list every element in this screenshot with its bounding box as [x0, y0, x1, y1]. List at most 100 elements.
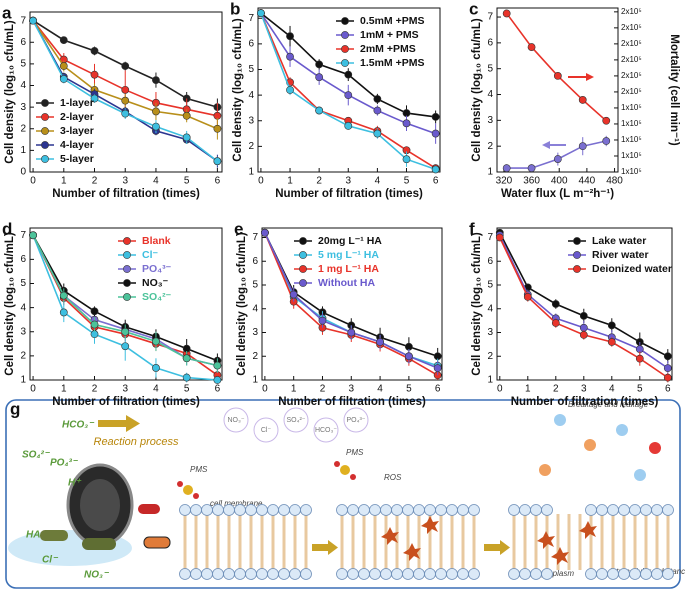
damage-star — [403, 543, 421, 561]
data-point — [315, 106, 324, 115]
y-tick-label: 1 — [248, 167, 254, 178]
ion-label: SO₄²⁻ — [22, 450, 51, 461]
ion-label: NO₃⁻ — [227, 417, 244, 424]
x-tick-label: 6 — [433, 176, 439, 187]
data-point — [29, 16, 37, 25]
ion-bubble — [283, 407, 309, 433]
bacterium — [138, 504, 160, 514]
y-tick-label: 3 — [20, 326, 26, 337]
leaked-substance — [539, 464, 551, 476]
y-tick-label: 4 — [248, 90, 254, 101]
lipid-head — [358, 568, 370, 580]
lipid-head — [618, 568, 630, 580]
legend-marker — [299, 237, 307, 245]
lipid-head — [446, 568, 458, 580]
plot-frame — [29, 11, 223, 173]
y2-axis-title: Mortality (cell min⁻¹) — [668, 34, 680, 146]
lipid-head — [541, 504, 553, 516]
x-tick-label: 3 — [122, 384, 128, 395]
membrane-label: cell membrane — [210, 499, 263, 508]
data-point — [121, 109, 130, 118]
y-tick-label: 1 — [252, 375, 258, 386]
lipid-head — [336, 568, 348, 580]
y-tick-label: 1 — [20, 375, 26, 386]
y-axis-title: Cell density (log₁₀ cfu/mL) — [471, 18, 483, 162]
data-point — [257, 9, 265, 18]
legend-label: Lake water — [592, 235, 646, 247]
lipid-head — [267, 504, 279, 516]
data-point — [59, 75, 68, 83]
bacterium — [82, 538, 116, 550]
x-tick-label: 2 — [320, 384, 326, 395]
lipid-head — [629, 504, 641, 516]
pms-label: PMS — [346, 448, 364, 457]
y-tick-label: 2 — [248, 141, 254, 152]
legend-label: 0.5mM +PMS — [360, 15, 424, 27]
y-tick-label: 2 — [487, 351, 493, 362]
y-tick-label: 3 — [248, 115, 254, 126]
lipid-head — [347, 504, 359, 516]
data-point — [607, 321, 616, 330]
data-point — [90, 70, 99, 79]
lipid-head — [519, 504, 531, 516]
damage-star — [381, 527, 399, 545]
lipid-head — [289, 504, 301, 516]
ros-label: ROS — [384, 473, 402, 482]
data-point — [663, 352, 672, 361]
x-tick-label: 5 — [184, 176, 190, 187]
lipid-head — [190, 504, 202, 516]
legend-label: 5 mg L⁻¹ HA — [318, 249, 379, 261]
y-tick-label: 1 — [487, 167, 493, 178]
data-point — [602, 137, 611, 145]
x-axis-title: Number of filtration (times) — [52, 188, 200, 200]
legend-label: Deionized water — [592, 263, 672, 275]
lipid-head — [256, 504, 268, 516]
legend-marker — [341, 59, 349, 67]
y-tick-label: 1 — [487, 375, 493, 386]
arrow-head — [500, 540, 510, 555]
x-tick-label: 5 — [184, 384, 190, 395]
x-tick-label: 0 — [497, 384, 503, 395]
damage-star — [537, 531, 555, 549]
ion-label: HCO₃⁻ — [62, 420, 95, 431]
data-point — [213, 361, 222, 370]
ion-label: PO₄³⁻ — [50, 458, 79, 469]
legend-marker — [341, 45, 349, 53]
leaked-substance — [584, 439, 596, 451]
data-point — [344, 91, 353, 100]
data-point — [402, 119, 411, 128]
ion-label: HA — [26, 530, 40, 541]
lipid-head — [457, 504, 469, 516]
legend-label: 1mM + PMS — [360, 29, 419, 41]
lipid-head — [413, 568, 425, 580]
y2-tick-label: 1x10⁵ — [621, 167, 642, 176]
y-tick-label: 5 — [20, 59, 26, 70]
data-point — [152, 107, 160, 116]
lipid-head — [212, 504, 224, 516]
data-point — [502, 164, 511, 173]
lipid-head — [640, 504, 652, 516]
lipid-head — [179, 568, 191, 580]
lipid-head — [201, 504, 213, 516]
legend-label: Without HA — [318, 277, 375, 289]
y2-tick-label: 1x10⁵ — [621, 103, 642, 112]
y-tick-label: 7 — [252, 232, 258, 243]
data-point — [373, 129, 382, 138]
panel-label: b — [230, 0, 240, 18]
x-axis-title: Number of filtration (times) — [511, 396, 659, 408]
arrow-body — [312, 544, 328, 551]
plot-frame — [257, 7, 441, 173]
x-tick-label: 0 — [30, 384, 36, 395]
arrow-head — [542, 141, 550, 149]
ion-bubble — [223, 407, 249, 433]
pms-atom — [334, 461, 340, 467]
lipid-head — [223, 568, 235, 580]
legend-marker — [41, 99, 49, 107]
data-point — [527, 164, 536, 173]
x-tick-label: 4 — [153, 384, 159, 395]
data-point — [527, 43, 536, 51]
legend-label: 20mg L⁻¹ HA — [318, 235, 382, 247]
y-tick-label: 6 — [248, 39, 254, 50]
y-tick-label: 4 — [487, 89, 493, 100]
lipid-head — [629, 568, 641, 580]
